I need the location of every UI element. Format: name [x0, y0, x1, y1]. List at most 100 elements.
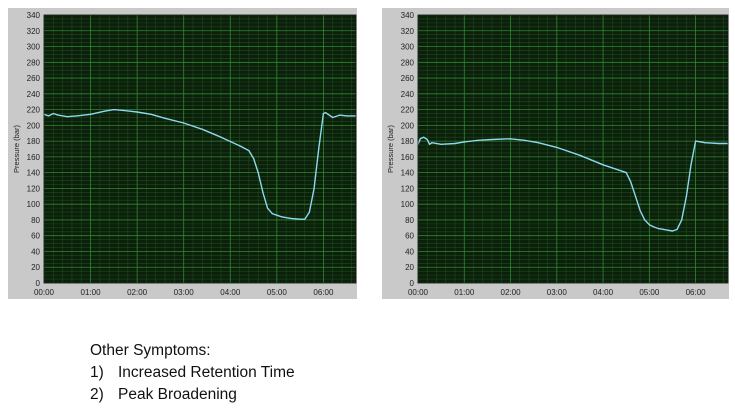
symptom-item-2: 2) Peak Broadening — [90, 384, 295, 406]
left-chart-data-point — [257, 172, 259, 174]
left-chart-x-tick-label: 04:00 — [220, 288, 241, 297]
pressure-chart-left: 0 20 40 60 80 100 120 140 160 180 200 220 240 260 280 3… — [8, 8, 357, 299]
right-chart-y-tick-label: 0 — [410, 279, 415, 288]
left-chart-data-point — [280, 216, 283, 218]
left-chart-data-point — [150, 113, 152, 115]
left-chart-data-point — [136, 111, 138, 113]
right-chart-data-point — [653, 226, 655, 228]
right-chart-data-point — [602, 164, 604, 166]
left-chart-y-tick-label: 80 — [31, 216, 40, 225]
left-chart-data-point — [66, 116, 68, 118]
right-chart-y-tick-label: 240 — [401, 90, 415, 99]
right-chart-data-point — [523, 139, 526, 141]
left-chart-data-point — [238, 145, 241, 147]
left-chart-data-point — [325, 112, 327, 114]
left-chart-data-point — [276, 214, 278, 216]
right-chart-data-point — [556, 146, 558, 149]
left-chart-x-tick-label: 00:00 — [34, 288, 55, 297]
left-chart-y-tick-label: 60 — [31, 232, 40, 241]
right-chart-y-tick-label: 220 — [401, 106, 415, 115]
left-chart-y-tick-label: 280 — [27, 58, 41, 67]
left-chart-x-tick-label: 06:00 — [313, 288, 334, 297]
right-chart-data-point — [681, 219, 683, 221]
symptom-number-1: 1) — [90, 364, 104, 381]
right-chart-y-tick-label: 300 — [401, 43, 415, 52]
left-chart-data-point — [299, 218, 301, 220]
right-chart-data-point — [431, 142, 433, 144]
left-chart-data-point — [290, 217, 292, 219]
pressure-chart-right-svg: 0 20 40 60 80 100 120 140 160 180 200 220 240 260 280 3… — [386, 11, 729, 297]
right-chart-data-point — [477, 139, 479, 141]
right-chart-data-point — [509, 138, 512, 140]
left-chart-y-tick-label: 300 — [27, 43, 41, 52]
right-chart-data-point — [454, 142, 456, 145]
right-chart-y-tick-label: 200 — [401, 121, 415, 130]
left-chart-data-point — [89, 113, 92, 115]
symptoms-notes: Other Symptoms: 1) Increased Retention Ti… — [90, 340, 295, 406]
right-chart-y-tick-label: 280 — [401, 58, 415, 67]
right-chart-y-tick-label: 260 — [401, 74, 415, 83]
left-chart-y-tick-label: 100 — [27, 200, 41, 209]
symptom-item-1: 1) Increased Retention Time — [90, 362, 295, 384]
left-chart-y-tick-label: 160 — [27, 153, 41, 162]
left-chart-x-tick-label: 02:00 — [127, 288, 148, 297]
left-chart-data-point — [339, 114, 341, 116]
right-chart-data-point — [657, 228, 660, 230]
left-chart-data-point — [201, 128, 203, 130]
left-chart-data-point — [75, 115, 78, 117]
right-chart-data-point — [537, 142, 539, 144]
right-chart-data-point — [463, 141, 465, 143]
right-chart-data-point — [690, 164, 692, 166]
pressure-chart-left-svg: 0 20 40 60 80 100 120 140 160 180 200 220 240 260 280 3… — [12, 11, 357, 297]
right-chart-data-point — [440, 143, 442, 145]
right-chart-y-tick-label: 100 — [401, 200, 415, 209]
right-chart-data-point — [667, 229, 669, 231]
left-chart-x-tick-label: 01:00 — [81, 288, 102, 297]
left-chart-y-tick-label: 260 — [27, 74, 41, 83]
left-chart-data-point — [103, 110, 106, 112]
left-chart-data-point — [332, 116, 334, 119]
right-chart-y-tick-label: 120 — [401, 184, 415, 193]
right-chart-y-tick-label: 340 — [401, 11, 415, 20]
right-chart-x-tick-label: 03:00 — [547, 288, 568, 297]
left-chart-y-tick-label: 20 — [31, 263, 40, 272]
left-chart-data-point — [48, 115, 50, 117]
right-chart-data-point — [428, 143, 431, 145]
symptom-text-2: Peak Broadening — [118, 386, 237, 403]
symptom-text-1: Increased Retention Time — [118, 364, 295, 381]
right-chart-data-point — [671, 230, 674, 232]
left-chart-data-point — [327, 113, 329, 115]
right-chart-data-point — [630, 181, 632, 183]
left-chart-data-point — [266, 207, 269, 209]
right-chart-data-point — [639, 209, 641, 212]
right-chart-y-tick-label: 20 — [405, 263, 414, 272]
right-chart-x-tick-label: 05:00 — [639, 288, 660, 297]
left-chart-x-tick-label: 03:00 — [174, 288, 195, 297]
right-chart-data-point — [634, 195, 637, 197]
right-chart-plot-border — [417, 14, 729, 284]
left-chart-data-point — [308, 211, 311, 213]
right-chart-y-tick-label: 140 — [401, 169, 415, 178]
right-chart-y-tick-label: 160 — [401, 153, 415, 162]
left-chart-data-point — [271, 213, 273, 215]
right-chart-data-point — [422, 136, 425, 138]
left-chart-y-axis-label: Pressure (bar) — [12, 125, 21, 173]
left-chart-data-point — [304, 218, 306, 220]
right-chart-y-axis-label: Pressure (bar) — [386, 125, 395, 173]
left-chart-y-tick-label: 220 — [27, 106, 41, 115]
symptoms-heading: Other Symptoms: — [90, 342, 211, 359]
left-chart-data-point — [262, 191, 264, 193]
left-chart-y-tick-label: 40 — [31, 247, 40, 256]
right-chart-data-point — [419, 138, 421, 140]
left-chart-data-point — [220, 136, 222, 138]
left-chart-data-point — [252, 157, 255, 160]
right-chart-x-tick-label: 04:00 — [593, 288, 614, 297]
right-chart-data-point — [695, 140, 697, 142]
symptom-number-2: 2) — [90, 386, 104, 403]
right-chart-data-point — [426, 138, 428, 141]
left-chart-y-tick-label: 200 — [27, 121, 41, 130]
left-chart-pressure-series — [43, 108, 356, 220]
left-chart-data-point — [313, 187, 315, 190]
left-chart-data-point — [346, 115, 348, 117]
left-chart-data-point — [248, 149, 250, 152]
